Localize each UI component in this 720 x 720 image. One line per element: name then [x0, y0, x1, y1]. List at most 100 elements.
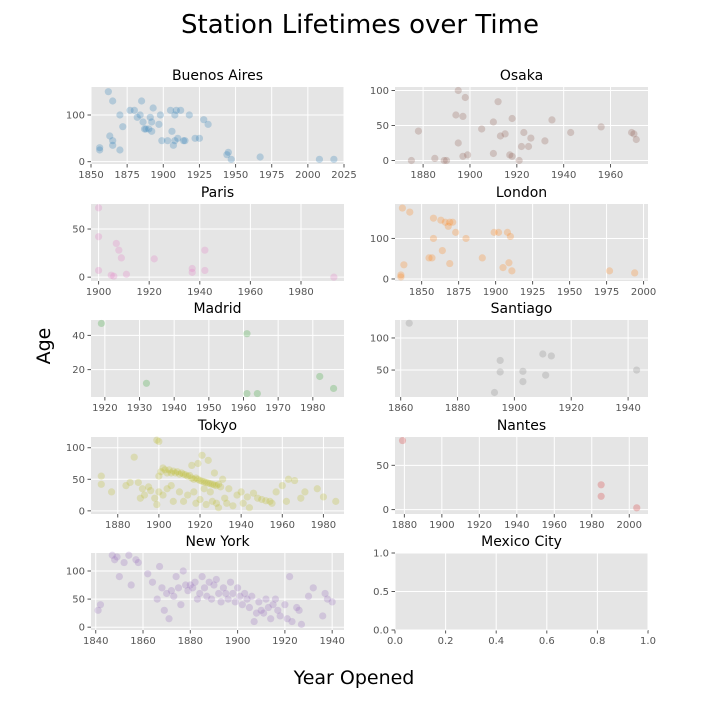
data-point	[94, 606, 102, 614]
data-point	[440, 156, 448, 165]
data-point	[243, 595, 251, 603]
subplot-osaka: 1880 1900 1920 1940 1960 0 50 100 Osaka	[370, 68, 648, 181]
data-point	[628, 128, 636, 137]
data-point	[169, 141, 178, 149]
data-point	[269, 601, 277, 609]
x-tick-label: 1920	[272, 636, 297, 647]
data-point	[224, 595, 232, 603]
data-point	[221, 494, 229, 502]
data-point	[446, 259, 454, 268]
data-point	[278, 481, 286, 490]
x-tick-label: 1850	[78, 170, 103, 181]
data-point	[184, 472, 192, 480]
data-point	[165, 466, 173, 474]
x-tick-label: 1860	[388, 403, 413, 414]
y-tick-label: 100	[370, 333, 389, 344]
x-tick-label: 2025	[331, 170, 356, 181]
data-point	[196, 589, 204, 598]
data-point	[414, 127, 423, 135]
data-point	[517, 142, 526, 151]
data-point	[158, 584, 166, 592]
data-point	[478, 254, 486, 262]
data-point	[319, 493, 328, 501]
data-point	[188, 268, 196, 276]
data-point	[148, 118, 156, 126]
data-point	[236, 592, 244, 600]
data-point	[194, 459, 202, 468]
data-point	[207, 595, 216, 603]
data-point	[214, 480, 223, 488]
data-point	[126, 478, 134, 487]
data-point	[150, 255, 158, 263]
data-point	[548, 116, 556, 124]
data-point	[145, 125, 153, 133]
data-point	[96, 601, 105, 609]
x-tick-label: 1900	[483, 287, 508, 298]
data-point	[167, 469, 175, 477]
x-tick-label: 1880	[105, 520, 130, 531]
x-tick-label: 2000	[631, 287, 656, 298]
figure-y-label: Age	[33, 328, 55, 365]
data-point	[224, 148, 232, 156]
data-point	[116, 111, 124, 119]
data-point	[191, 134, 199, 142]
data-point	[267, 615, 275, 623]
data-point	[452, 228, 460, 236]
x-tick-label: 1940	[228, 520, 253, 531]
data-point	[478, 125, 486, 133]
x-tick-label: 1940	[187, 287, 212, 298]
data-point	[94, 204, 103, 212]
data-point	[271, 595, 280, 603]
data-point	[258, 495, 266, 504]
data-point	[186, 581, 194, 589]
data-point	[109, 97, 117, 105]
plot-area	[91, 320, 344, 397]
x-tick-label: 1880	[392, 520, 417, 531]
data-point	[281, 601, 289, 609]
y-tick-label: 0.5	[373, 587, 389, 598]
data-point	[169, 467, 177, 475]
data-point	[198, 451, 206, 459]
x-tick-label: 1980	[288, 287, 313, 298]
data-point	[315, 155, 324, 163]
data-point	[541, 137, 549, 145]
x-tick-label: 0.2	[438, 636, 454, 647]
x-tick-label: 1.0	[640, 636, 656, 647]
data-point	[144, 483, 153, 491]
y-tick-label: 50	[72, 595, 85, 606]
data-point	[191, 578, 199, 586]
x-tick-label: 1975	[259, 170, 284, 181]
data-point	[200, 478, 208, 486]
data-point	[257, 606, 265, 614]
data-point	[238, 601, 246, 609]
data-point	[233, 584, 242, 592]
data-point	[210, 581, 218, 589]
subplot-title: Mexico City	[481, 534, 562, 550]
data-point	[126, 106, 134, 114]
data-point	[204, 120, 212, 128]
data-point	[196, 476, 204, 485]
data-point	[233, 491, 241, 499]
data-point	[212, 499, 221, 507]
data-point	[425, 254, 433, 262]
plot-area	[91, 87, 344, 164]
data-point	[438, 247, 446, 255]
figure-x-label: Year Opened	[293, 667, 415, 689]
data-point	[441, 218, 449, 226]
data-point	[330, 384, 338, 393]
data-point	[519, 367, 527, 375]
x-tick-label: 1880	[410, 170, 435, 181]
data-point	[106, 132, 114, 140]
data-point	[223, 499, 231, 507]
data-point	[490, 228, 498, 236]
data-point	[201, 246, 209, 254]
data-point	[133, 113, 141, 121]
data-point	[217, 598, 225, 606]
subplot-title: Nantes	[497, 418, 546, 434]
data-point	[111, 556, 119, 564]
data-point	[216, 483, 225, 491]
x-tick-label: 0.0	[387, 636, 403, 647]
data-point	[489, 118, 497, 126]
data-point	[597, 492, 605, 500]
x-tick-label: 1960	[598, 170, 623, 181]
